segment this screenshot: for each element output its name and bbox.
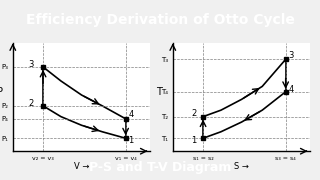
Text: P-S and T-V Diagram: P-S and T-V Diagram [89,161,231,174]
X-axis label: S →: S → [234,162,249,171]
Y-axis label: T: T [156,87,162,97]
Y-axis label: P: P [0,87,3,97]
Text: 1: 1 [191,136,196,145]
Text: 3: 3 [288,51,294,60]
Text: Efficiency Derivation of Otto Cycle: Efficiency Derivation of Otto Cycle [26,13,294,27]
X-axis label: V →: V → [74,162,89,171]
Text: 2: 2 [28,99,33,108]
Text: 4: 4 [288,85,294,94]
Text: 2: 2 [191,109,196,118]
Text: 3: 3 [28,60,33,69]
Text: 1: 1 [128,136,134,145]
Text: 4: 4 [128,110,134,119]
